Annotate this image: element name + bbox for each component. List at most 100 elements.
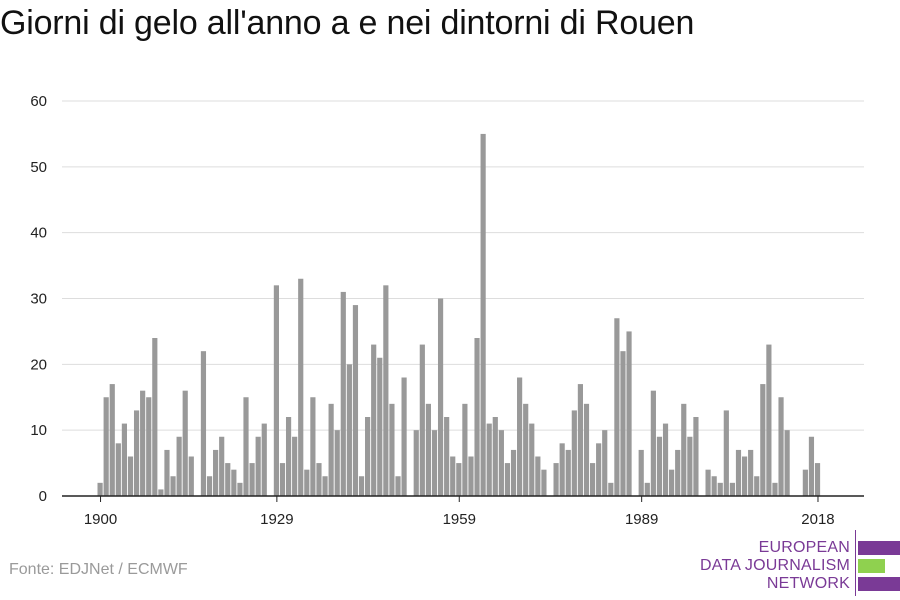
bar[interactable] [717,482,723,496]
bar[interactable] [334,430,340,496]
bar[interactable] [583,403,590,496]
bar[interactable] [401,377,407,497]
bar[interactable] [729,482,735,496]
bar[interactable] [614,318,620,496]
bar[interactable] [772,482,778,496]
bar[interactable] [541,469,547,496]
bar[interactable] [468,456,474,497]
bar[interactable] [97,482,103,496]
bar[interactable] [608,482,614,496]
bar[interactable] [279,463,286,496]
bar[interactable] [517,377,523,497]
bar[interactable] [158,489,164,496]
bar[interactable] [213,449,219,496]
bar[interactable] [687,436,693,496]
bar[interactable] [383,285,389,496]
bar[interactable] [231,469,237,496]
bar[interactable] [164,449,170,496]
bar[interactable] [681,403,687,496]
bar[interactable] [237,482,243,496]
bar[interactable] [711,476,717,496]
bar[interactable] [474,338,480,496]
bar[interactable] [389,403,395,496]
bar[interactable] [261,423,267,496]
bar[interactable] [219,436,225,496]
bar[interactable] [571,410,577,496]
bar[interactable] [486,423,492,496]
bar[interactable] [358,476,365,496]
bar[interactable] [146,397,152,496]
bar[interactable] [365,417,371,496]
bar[interactable] [523,403,529,496]
bar[interactable] [675,449,681,496]
bar[interactable] [140,390,146,496]
bar[interactable] [328,403,334,496]
bar[interactable] [504,463,511,496]
bar[interactable] [127,456,134,497]
bar[interactable] [292,436,298,496]
bar[interactable] [322,476,328,496]
bar[interactable] [456,463,462,496]
bar[interactable] [395,476,401,496]
bar[interactable] [425,403,431,496]
bar[interactable] [492,417,498,496]
bar[interactable] [638,449,644,496]
bar[interactable] [559,443,565,496]
bar[interactable] [650,390,656,496]
bar[interactable] [188,456,194,497]
bar[interactable] [498,430,504,496]
bar[interactable] [310,397,316,496]
bar[interactable] [437,298,444,497]
bar[interactable] [802,469,808,496]
bar[interactable] [693,417,699,496]
bar[interactable] [535,456,541,497]
bar[interactable] [346,364,352,496]
bar[interactable] [340,291,346,496]
bar[interactable] [754,476,760,496]
bar[interactable] [121,423,127,496]
bar[interactable] [626,331,632,496]
bar[interactable] [596,443,602,496]
bar[interactable] [662,423,669,496]
bar[interactable] [808,436,815,496]
bar[interactable] [176,436,182,496]
bar[interactable] [778,397,784,496]
bar[interactable] [431,430,438,496]
bar[interactable] [620,351,626,496]
bar[interactable] [298,278,304,496]
bar[interactable] [352,305,359,496]
bar[interactable] [109,384,115,496]
bar[interactable] [644,482,650,496]
bar[interactable] [723,410,729,496]
bar[interactable] [510,449,517,496]
bar[interactable] [371,344,377,496]
bar[interactable] [735,449,742,496]
bar[interactable] [115,443,121,496]
bar[interactable] [182,390,188,496]
bar[interactable] [152,338,158,496]
bar[interactable] [529,423,535,496]
bar[interactable] [462,403,468,496]
bar[interactable] [243,397,249,496]
bar[interactable] [206,476,213,496]
bar[interactable] [705,469,711,496]
bar[interactable] [249,463,255,496]
bar[interactable] [413,430,419,496]
bar[interactable] [255,436,261,496]
bar[interactable] [589,463,596,496]
bar[interactable] [450,456,456,497]
bar[interactable] [200,351,207,496]
bar[interactable] [553,463,559,496]
bar[interactable] [656,436,663,496]
bar[interactable] [577,384,583,496]
bar[interactable] [273,285,279,496]
bar[interactable] [444,417,450,496]
bar[interactable] [285,417,292,496]
bar[interactable] [741,456,748,497]
bar[interactable] [103,397,109,496]
bar[interactable] [669,469,675,496]
bar[interactable] [766,344,772,496]
bar[interactable] [565,449,571,496]
bar[interactable] [133,410,140,496]
edjnet-logo[interactable]: EUROPEAN DATA JOURNALISM NETWORK [700,530,900,600]
